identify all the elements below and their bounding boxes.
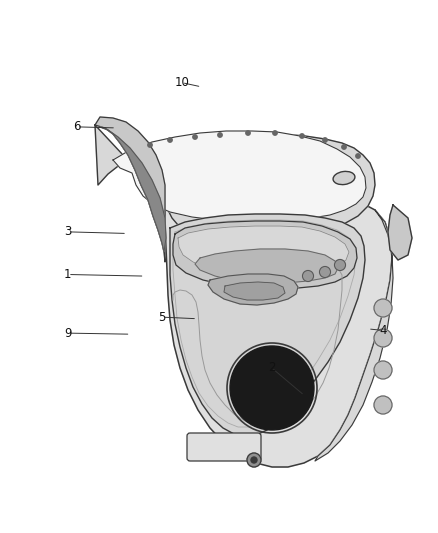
- Circle shape: [323, 138, 327, 142]
- Polygon shape: [208, 274, 298, 305]
- Circle shape: [374, 361, 392, 379]
- Text: 1: 1: [64, 268, 72, 281]
- Circle shape: [335, 260, 346, 271]
- Circle shape: [218, 133, 222, 137]
- Polygon shape: [195, 249, 338, 283]
- Circle shape: [319, 266, 331, 278]
- Circle shape: [193, 135, 197, 139]
- Circle shape: [374, 329, 392, 347]
- Polygon shape: [95, 125, 375, 241]
- Polygon shape: [100, 127, 166, 252]
- Circle shape: [374, 396, 392, 414]
- Text: 10: 10: [174, 76, 189, 89]
- Polygon shape: [165, 190, 392, 467]
- Circle shape: [247, 453, 261, 467]
- Ellipse shape: [333, 172, 355, 184]
- Circle shape: [342, 145, 346, 149]
- Circle shape: [251, 457, 257, 463]
- Text: 9: 9: [64, 327, 72, 340]
- Polygon shape: [95, 117, 165, 262]
- Circle shape: [300, 134, 304, 138]
- Polygon shape: [315, 210, 393, 461]
- Text: 5: 5: [159, 311, 166, 324]
- Text: 3: 3: [64, 225, 71, 238]
- Polygon shape: [388, 205, 412, 260]
- Circle shape: [230, 346, 314, 430]
- Text: 6: 6: [73, 120, 81, 133]
- Text: 2: 2: [268, 361, 276, 374]
- Circle shape: [148, 143, 152, 147]
- Polygon shape: [173, 221, 357, 289]
- Circle shape: [168, 138, 172, 142]
- Circle shape: [374, 299, 392, 317]
- Polygon shape: [224, 282, 285, 300]
- Text: 4: 4: [379, 324, 387, 337]
- Polygon shape: [170, 214, 365, 436]
- Circle shape: [246, 131, 250, 135]
- Polygon shape: [113, 131, 366, 221]
- Circle shape: [303, 271, 314, 281]
- Polygon shape: [178, 226, 349, 277]
- Circle shape: [273, 131, 277, 135]
- FancyBboxPatch shape: [187, 433, 261, 461]
- Circle shape: [356, 154, 360, 158]
